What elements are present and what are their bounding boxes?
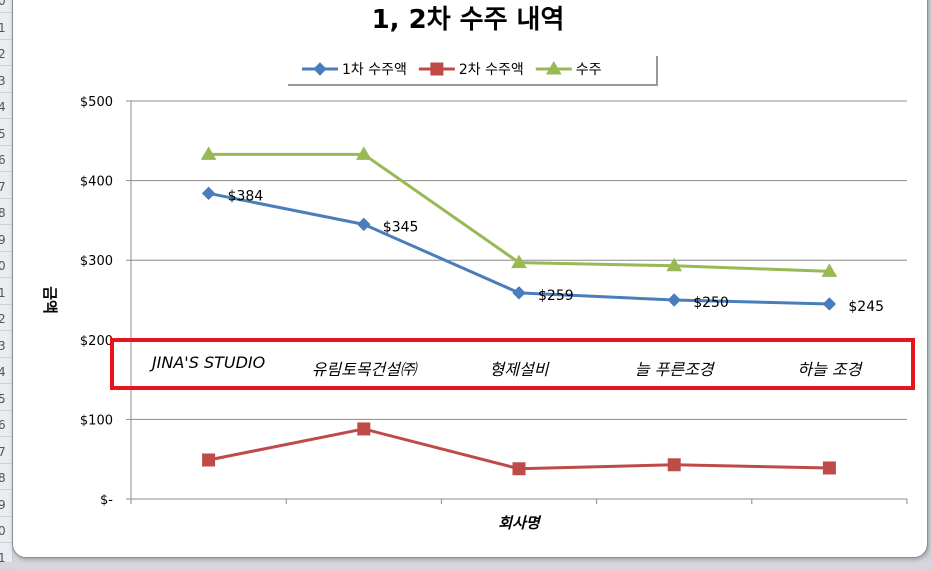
row-divider xyxy=(0,171,12,172)
row-divider xyxy=(0,568,12,570)
data-point xyxy=(667,293,681,307)
data-label: $345 xyxy=(383,219,419,235)
legend-label: 2차 수주액 xyxy=(459,62,524,78)
data-point xyxy=(821,263,838,277)
y-tick-label: $300 xyxy=(80,254,113,269)
data-label: $245 xyxy=(848,299,884,315)
row-divider xyxy=(0,91,12,93)
row-number: 1 xyxy=(0,20,6,35)
row-number: 8 xyxy=(0,206,6,220)
y-axis-title: 금액 xyxy=(41,286,59,314)
legend-label: 수주 xyxy=(576,62,602,78)
row-divider xyxy=(0,224,12,225)
data-point xyxy=(822,461,836,475)
row-divider xyxy=(0,356,12,358)
data-label: $384 xyxy=(228,188,264,204)
category-label: 유림토목건설㈜ xyxy=(312,360,418,379)
data-point xyxy=(202,453,216,467)
row-number: 5 xyxy=(0,126,6,141)
row-number: 7 xyxy=(0,444,6,459)
data-labels: $384 $345 $259 $250 $245 xyxy=(228,188,884,315)
chart-frame[interactable] xyxy=(12,0,928,558)
row-divider xyxy=(0,330,12,331)
row-number: 7 xyxy=(0,179,6,194)
data-point xyxy=(357,217,371,232)
row-number: 6 xyxy=(0,153,6,167)
row-divider xyxy=(0,383,12,384)
sheet-background xyxy=(925,0,931,562)
row-number: 0 xyxy=(0,259,6,273)
row-number: 5 xyxy=(0,391,6,406)
data-point xyxy=(511,254,527,269)
data-label: $259 xyxy=(538,288,574,304)
legend-label: 1차 수주액 xyxy=(342,62,407,78)
row-divider xyxy=(0,250,12,252)
data-point xyxy=(667,458,681,472)
row-divider xyxy=(0,12,12,13)
row-number: 3 xyxy=(0,73,6,88)
row-number: 0 xyxy=(0,524,6,538)
row-divider xyxy=(0,144,12,146)
data-point xyxy=(512,286,526,300)
row-divider xyxy=(0,118,12,119)
legend: 1차 수주액 2차 수주액 수주 xyxy=(285,53,658,86)
row-divider xyxy=(0,515,12,517)
row-number: 9 xyxy=(0,497,6,512)
data-point xyxy=(430,62,444,76)
category-label: 하늘 조경 xyxy=(797,360,863,379)
row-divider xyxy=(0,65,12,66)
row-number: 9 xyxy=(0,232,6,247)
data-point xyxy=(200,146,217,160)
row-number: 4 xyxy=(0,365,6,379)
data-label: $250 xyxy=(693,295,729,311)
category-label: 형제설비 xyxy=(490,360,550,379)
data-point xyxy=(313,62,327,76)
row-number: 0 xyxy=(0,0,6,8)
y-tick-label: $100 xyxy=(80,413,113,428)
y-axis-ticks: $- $100 $200 $300 $400 $500 xyxy=(80,95,113,508)
y-tick-label: $400 xyxy=(80,175,113,190)
row-divider xyxy=(0,489,12,490)
row-divider xyxy=(0,277,12,278)
row-divider xyxy=(0,542,12,543)
row-number: 8 xyxy=(0,471,6,485)
category-label: 늘 푸른조경 xyxy=(635,360,716,379)
y-tick-label: $200 xyxy=(80,334,113,349)
series-layer xyxy=(200,146,838,476)
row-divider xyxy=(0,409,12,411)
data-point xyxy=(545,61,562,75)
row-number: 1 xyxy=(0,550,6,565)
category-label: JINA'S STUDIO xyxy=(149,353,265,372)
highlight-box xyxy=(110,338,915,390)
x-axis-title: 회사명 xyxy=(498,514,542,532)
row-divider xyxy=(0,303,12,305)
row-header-strip: 0 1 2 3 4 5 6 7 8 9 0 1 2 3 4 5 6 7 8 9 0 1 xyxy=(0,0,13,570)
data-point xyxy=(666,257,683,272)
row-number: 6 xyxy=(0,418,6,432)
row-divider xyxy=(0,462,12,464)
data-point xyxy=(201,186,216,201)
legend-box xyxy=(285,53,657,84)
row-divider xyxy=(0,436,12,437)
row-number: 3 xyxy=(0,338,6,353)
category-labels: JINA'S STUDIO 유림토목건설㈜ 형제설비 늘 푸른조경 하늘 조경 xyxy=(149,353,864,379)
data-point xyxy=(355,146,372,160)
chart-title: 1, 2차 수주 내역 xyxy=(372,5,565,35)
data-point xyxy=(822,297,837,311)
data-point xyxy=(512,462,526,476)
y-tick-label: $- xyxy=(100,493,113,508)
y-tick-label: $500 xyxy=(80,95,113,110)
row-divider xyxy=(0,197,12,199)
row-number: 2 xyxy=(0,312,6,326)
data-point xyxy=(357,422,371,436)
row-divider xyxy=(0,38,12,40)
row-number: 1 xyxy=(0,285,6,300)
row-number: 4 xyxy=(0,100,6,114)
row-number: 2 xyxy=(0,47,6,61)
